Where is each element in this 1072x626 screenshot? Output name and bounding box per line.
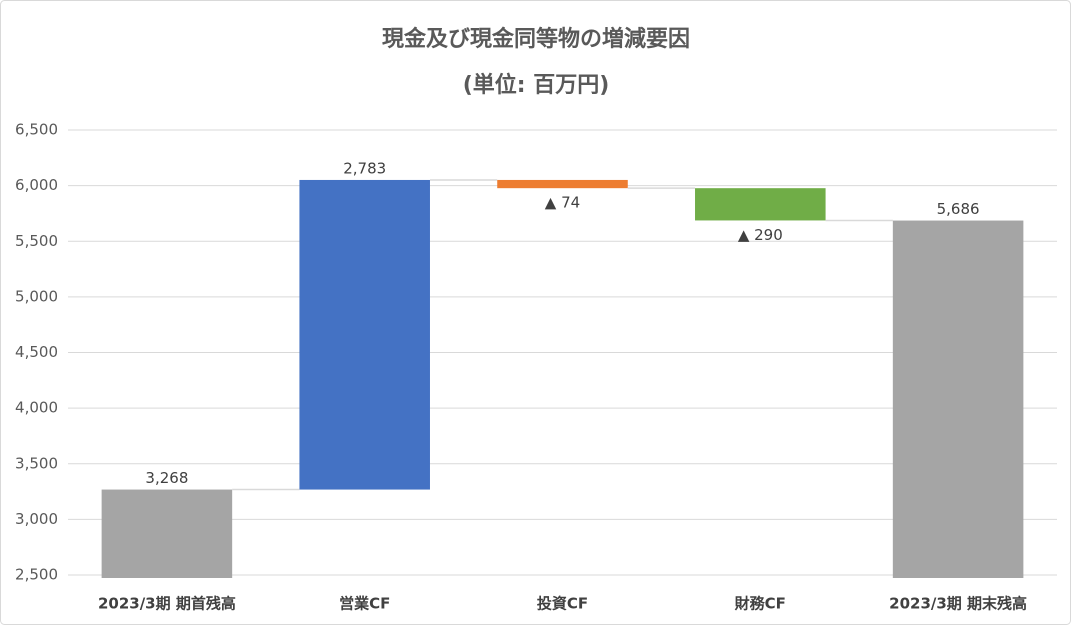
y-tick-label: 6,000 xyxy=(15,176,58,194)
bar xyxy=(892,220,1024,578)
value-label: 5,686 xyxy=(937,200,980,218)
y-tick-label: 3,000 xyxy=(15,510,58,528)
chart-subtitle: (単位: 百万円) xyxy=(463,72,610,98)
y-tick-label: 3,500 xyxy=(15,454,58,472)
y-tick-label: 5,000 xyxy=(15,287,58,305)
bar xyxy=(497,179,628,189)
bar xyxy=(299,179,430,490)
y-tick-label: 6,500 xyxy=(15,121,58,139)
value-label: ▲ 74 xyxy=(545,194,580,212)
value-label: 2,783 xyxy=(343,159,386,177)
x-tick-label: 財務CF xyxy=(734,595,786,613)
x-tick-label: 投資CF xyxy=(537,595,588,613)
bar xyxy=(695,188,826,221)
bar xyxy=(101,489,233,578)
x-tick-label: 営業CF xyxy=(339,595,390,613)
value-label: ▲ 290 xyxy=(738,226,783,244)
y-tick-label: 2,500 xyxy=(15,566,58,584)
x-tick-label: 2023/3期 期首残高 xyxy=(98,595,236,613)
y-tick-label: 5,500 xyxy=(15,232,58,250)
value-label: 3,268 xyxy=(145,469,188,487)
y-tick-label: 4,000 xyxy=(15,399,58,417)
y-tick-label: 4,500 xyxy=(15,343,58,361)
chart-title: 現金及び現金同等物の増減要因 xyxy=(382,26,690,52)
x-tick-label: 2023/3期 期末残高 xyxy=(889,595,1027,613)
